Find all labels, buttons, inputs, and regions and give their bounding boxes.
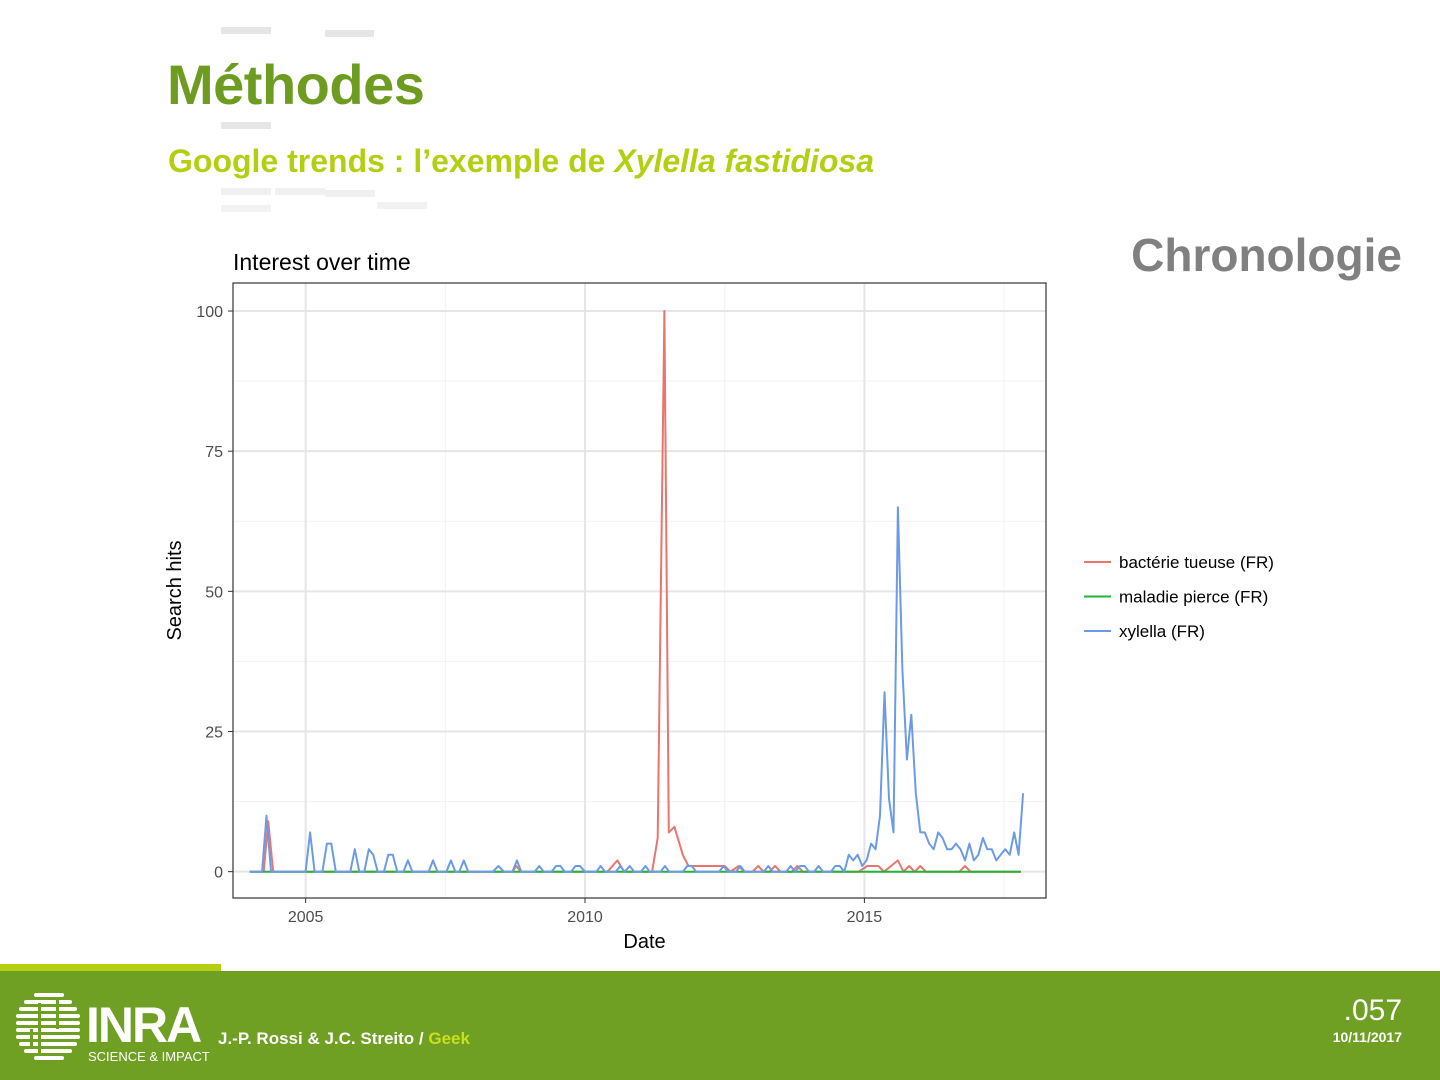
legend-label-2: xylella (FR) xyxy=(1119,622,1205,641)
decorative-bar xyxy=(325,30,374,37)
logo-tagline: SCIENCE & IMPACT xyxy=(88,1049,210,1064)
decorative-bar xyxy=(221,122,271,129)
decorative-bar xyxy=(221,205,271,212)
authors-text: J.-P. Rossi & J.C. Streito / xyxy=(218,1029,429,1048)
y-tick-label: 0 xyxy=(214,865,223,882)
section-label: Chronologie xyxy=(1131,229,1402,281)
x-tick-label: 2015 xyxy=(847,909,883,926)
slide-subtitle: Google trends : l’exemple de Xylella fas… xyxy=(168,143,874,180)
y-axis-label: Search hits xyxy=(164,540,186,640)
legend-label-0: bactérie tueuse (FR) xyxy=(1119,553,1274,572)
chart-title: Interest over time xyxy=(233,249,411,275)
footer-accent xyxy=(0,964,221,971)
decorative-bar xyxy=(221,27,271,34)
series-line-2 xyxy=(249,506,1025,873)
logo-text: INRA xyxy=(86,997,202,1053)
footer xyxy=(0,971,1440,1080)
slide-date: 10/11/2017 xyxy=(1332,1029,1402,1045)
y-tick-label: 25 xyxy=(205,724,223,741)
decorative-bar xyxy=(221,188,271,195)
x-tick-label: 2010 xyxy=(567,909,603,926)
slide-title: Méthodes xyxy=(167,53,425,116)
y-tick-label: 75 xyxy=(205,444,223,461)
footer-authors: J.-P. Rossi & J.C. Streito / Geek xyxy=(218,1029,470,1049)
x-tick-label: 2005 xyxy=(288,909,324,926)
decorative-bar xyxy=(377,202,427,209)
legend-label-1: maladie pierce (FR) xyxy=(1119,588,1268,607)
trends-chart: 2005 2010 2015 0 25 50 75 100 Interest over time… xyxy=(164,249,1274,953)
y-tick-label: 50 xyxy=(205,584,223,601)
x-axis-label: Date xyxy=(623,931,665,953)
subtitle-species: Xylella fastidiosa xyxy=(614,143,874,179)
decorative-bar xyxy=(275,188,325,195)
plot-border xyxy=(232,282,1047,899)
decorative-bar xyxy=(325,190,375,197)
y-tick-label: 100 xyxy=(196,304,223,321)
footer-tag: Geek xyxy=(428,1029,470,1048)
series-line-0 xyxy=(249,310,1021,873)
inra-logo-icon xyxy=(16,993,80,1060)
subtitle-text: Google trends : l’exemple de xyxy=(168,143,615,179)
page-number: .057 xyxy=(1343,994,1402,1027)
